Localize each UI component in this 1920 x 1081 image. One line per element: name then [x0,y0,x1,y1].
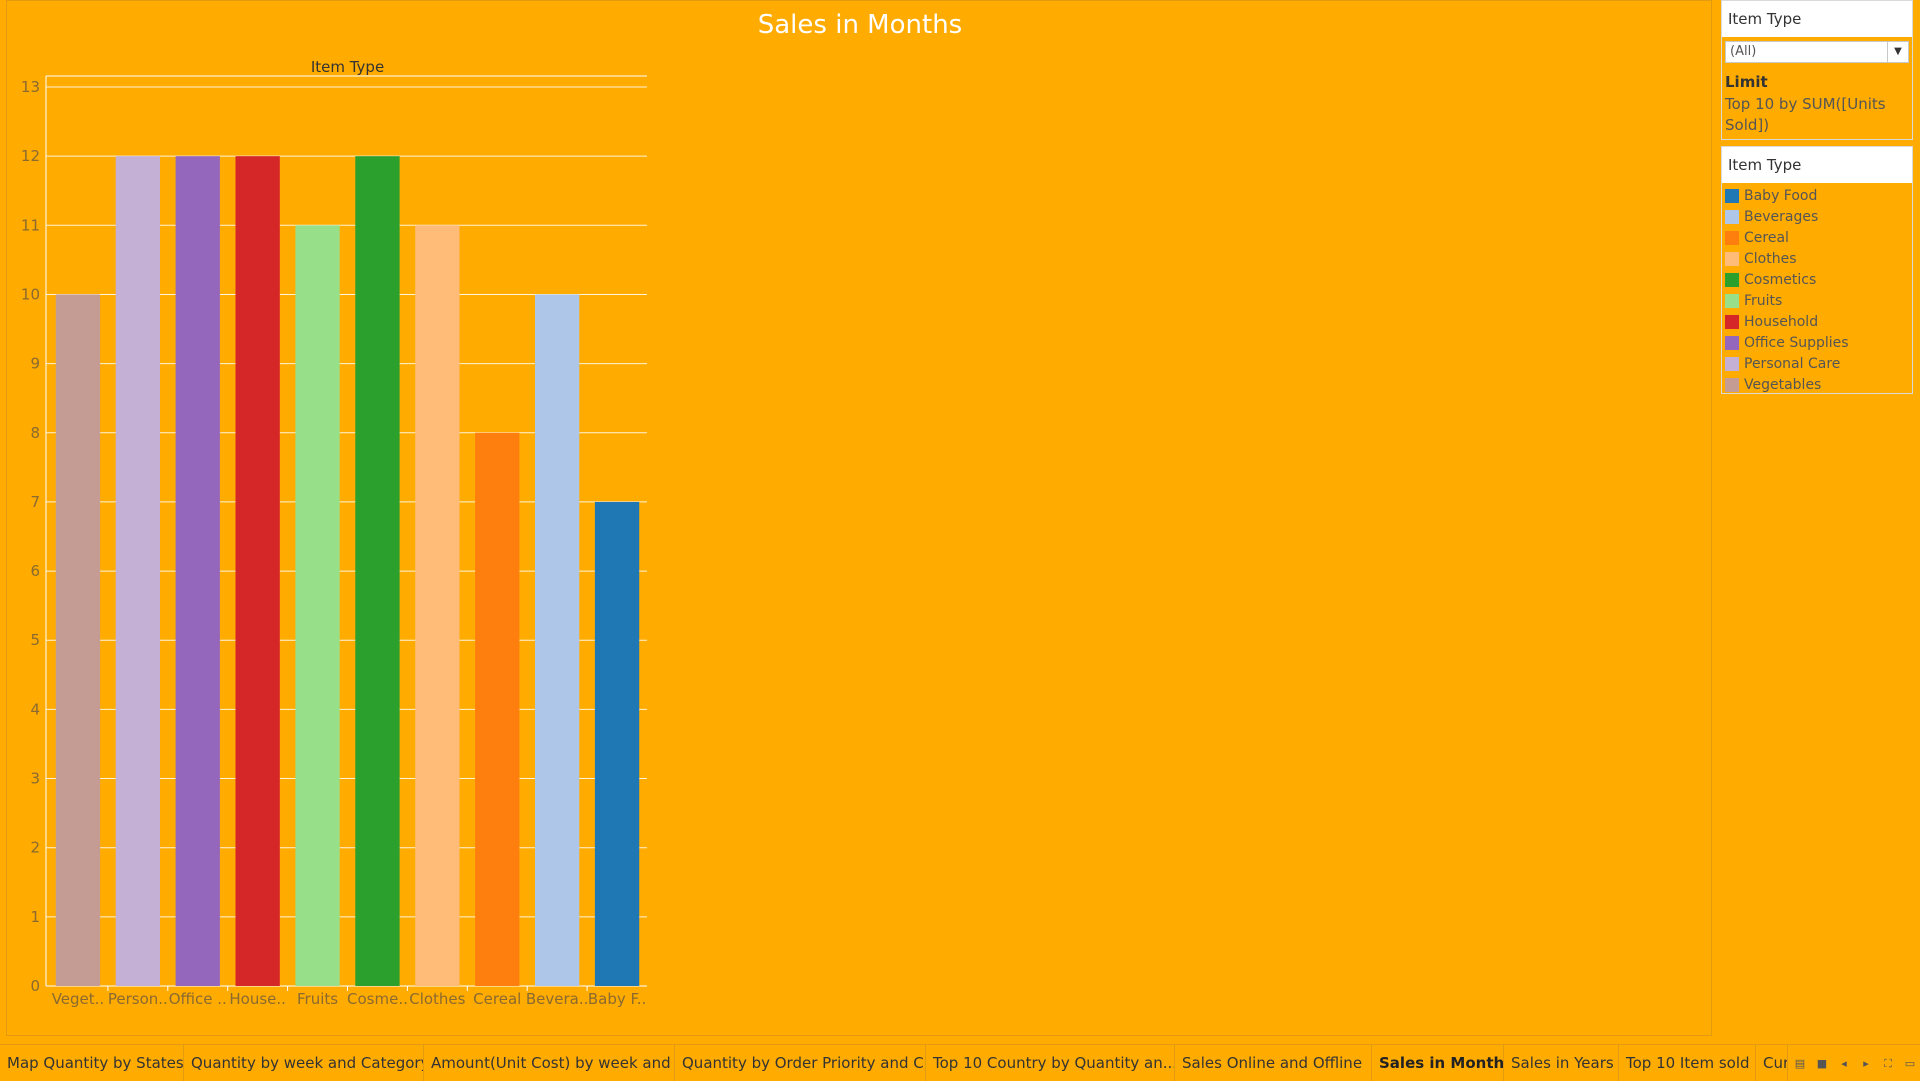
legend-label: Personal Care [1744,355,1841,372]
legend-item[interactable]: Office Supplies [1725,332,1849,353]
legend-label: Baby Food [1744,187,1818,204]
y-tick-label: 1 [30,908,40,926]
x-tick-label: Clothes [409,990,465,1008]
bar [55,294,101,986]
sheet-frame [6,0,1712,1036]
legend-label: Vegetables [1744,376,1822,393]
bar [115,156,161,987]
y-tick-label: 2 [30,839,40,857]
y-tick-label: 0 [30,977,40,995]
legend-list: Baby Food Beverages Cereal Clothes Cosmetics… [1725,185,1849,395]
item-type-legend-card: Item Type Baby Food Beverages Cereal Clothe… [1721,146,1913,394]
bar [594,501,640,986]
legend-title: Item Type [1722,147,1912,183]
x-tick-label: Fruits [297,990,338,1008]
legend-swatch [1725,293,1739,308]
legend-swatch [1725,314,1739,329]
presentation-icon[interactable]: ▭ [1904,1057,1916,1070]
legend-swatch [1725,209,1739,224]
legend-label: Office Supplies [1744,334,1849,351]
pane-header-label: Item Type [311,58,384,76]
y-tick-label: 6 [30,562,40,580]
dashboard: Sales in Months Item Type 0 1 2 3 4 5 6 7 8 9 10 11 1… [6,0,1913,1036]
sheet-tab[interactable]: Sales in Years [1504,1045,1619,1081]
legend-label: Fruits [1744,292,1783,309]
sheet-tab[interactable]: Cur [1756,1045,1788,1081]
legend-item[interactable]: Baby Food [1725,185,1849,206]
legend-swatch [1725,272,1739,287]
legend-swatch [1725,251,1739,266]
legend-label: Beverages [1744,208,1819,225]
sheet-tab[interactable]: Quantity by week and Category [184,1045,424,1081]
chart-title: Sales in Months [757,10,963,40]
y-tick-label: 4 [30,700,40,718]
sheet-tab[interactable]: Sales in Months [1372,1045,1504,1081]
sheet-tab[interactable]: Amount(Unit Cost) by week and ... [424,1045,675,1081]
legend-item[interactable]: Vegetables [1725,374,1849,395]
y-tick-label: 10 [21,285,40,303]
sheet-tab[interactable]: Quantity by Order Priority and C... [675,1045,926,1081]
bar [475,432,520,986]
y-tick-label: 9 [30,355,40,373]
legend-label: Cereal [1744,229,1789,246]
tab-controls: ▤ ■ ◂ ▸ ⛶ ▭ [1794,1058,1916,1070]
dropdown-value: (All) [1730,44,1757,59]
y-tick-label: 7 [30,493,40,511]
show-filmstrip-icon[interactable]: ▤ [1794,1057,1806,1070]
y-tick-label: 8 [30,424,40,442]
x-tick-label: Office .. [169,990,227,1008]
legend-label: Cosmetics [1744,271,1817,288]
sheet-tab[interactable]: Map Quantity by States [0,1045,184,1081]
legend-item[interactable]: Clothes [1725,248,1849,269]
item-type-dropdown[interactable]: (All) ▼ [1725,41,1909,63]
legend-label: Household [1744,313,1819,330]
legend-item[interactable]: Personal Care [1725,353,1849,374]
fullscreen-icon[interactable]: ⛶ [1884,1057,1892,1070]
bar [295,225,340,987]
legend-swatch [1725,230,1739,245]
sheet-tab[interactable]: Top 10 Country by Quantity an... [926,1045,1175,1081]
scroll-right-icon[interactable]: ▸ [1863,1057,1869,1070]
x-tick-label: House.. [229,990,286,1008]
filter-title: Item Type [1722,1,1912,37]
limit-text: Top 10 by SUM([Units Sold]) [1725,95,1886,134]
bar [175,156,220,987]
y-tick-label: 12 [21,147,40,165]
x-tick-label: Veget.. [52,990,105,1008]
legend-item[interactable]: Fruits [1725,290,1849,311]
scroll-left-icon[interactable]: ◂ [1841,1057,1847,1070]
sheet-tab-bar: Map Quantity by States Quantity by week a… [0,1044,1920,1081]
y-tick-label: 13 [21,78,40,96]
legend-swatch [1725,377,1739,392]
x-tick-label: Cereal [473,990,521,1008]
legend-item[interactable]: Beverages [1725,206,1849,227]
x-tick-label: Cosme.. [347,990,408,1008]
item-type-filter-card: Item Type (All) ▼ Limit Top 10 by SUM([U… [1721,0,1913,140]
legend-item[interactable]: Household [1725,311,1849,332]
bar [415,225,460,987]
legend-label: Clothes [1744,250,1797,267]
sheet-tab[interactable]: Top 10 Item sold [1619,1045,1756,1081]
y-tick-label: 3 [30,770,40,788]
legend-swatch [1725,356,1739,371]
legend-item[interactable]: Cereal [1725,227,1849,248]
legend-swatch [1725,188,1739,203]
x-tick-label: Bevera.. [526,990,589,1008]
y-tick-label: 11 [21,216,40,234]
x-tick-label: Baby F.. [588,990,646,1008]
bar [355,156,400,987]
bar [534,294,580,986]
sheet-tab[interactable]: Sales Online and Offline [1175,1045,1372,1081]
y-tick-label: 5 [30,631,40,649]
limit-label: Limit [1725,73,1768,91]
legend-item[interactable]: Cosmetics [1725,269,1849,290]
show-tabs-icon[interactable]: ■ [1816,1057,1828,1070]
legend-swatch [1725,335,1739,350]
bar [235,156,280,987]
x-tick-label: Person.. [108,990,168,1008]
chevron-down-icon[interactable]: ▼ [1887,42,1908,62]
